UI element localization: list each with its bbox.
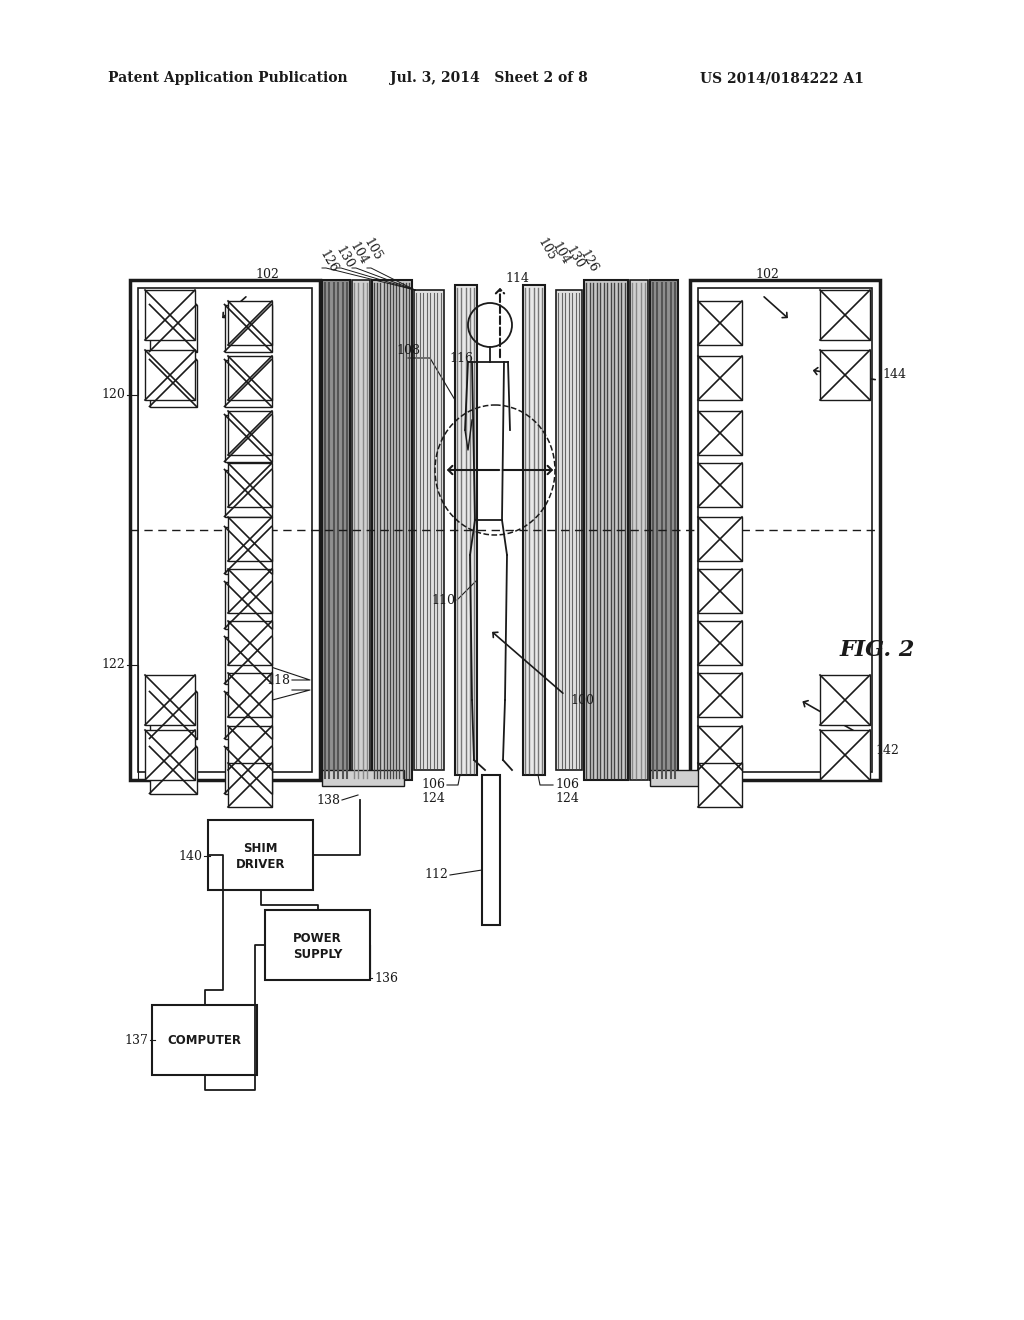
Bar	[228, 411, 272, 455]
Bar	[224, 527, 271, 573]
Bar	[228, 620, 272, 665]
Text: 137: 137	[124, 1034, 148, 1047]
Bar	[228, 673, 272, 717]
Bar	[698, 620, 742, 665]
Bar	[228, 726, 272, 770]
Text: 130: 130	[333, 244, 355, 272]
Bar	[650, 280, 678, 780]
Bar	[414, 290, 444, 770]
Text: 126: 126	[577, 248, 600, 276]
Bar	[820, 350, 870, 400]
Bar	[455, 285, 477, 775]
Bar	[556, 290, 582, 770]
Bar	[138, 288, 312, 772]
Text: FIG. 2: FIG. 2	[840, 639, 915, 661]
Text: SHIM: SHIM	[244, 842, 278, 854]
Bar	[145, 290, 195, 341]
Text: 106: 106	[421, 779, 445, 792]
Bar	[698, 569, 742, 612]
Bar	[228, 763, 272, 807]
Text: 124: 124	[555, 792, 579, 804]
Bar	[698, 301, 742, 345]
Bar	[145, 350, 195, 400]
Text: US 2014/0184222 A1: US 2014/0184222 A1	[700, 71, 864, 84]
Text: 140: 140	[178, 850, 202, 862]
Bar	[228, 356, 272, 400]
Bar	[150, 747, 197, 793]
Bar	[698, 463, 742, 507]
Bar	[820, 675, 870, 725]
Bar	[820, 290, 870, 341]
Text: 102: 102	[755, 268, 779, 281]
Bar	[698, 288, 872, 772]
Text: COMPUTER: COMPUTER	[168, 1034, 242, 1047]
Text: SUPPLY: SUPPLY	[293, 948, 342, 961]
Bar	[152, 1005, 257, 1074]
Text: Jul. 3, 2014   Sheet 2 of 8: Jul. 3, 2014 Sheet 2 of 8	[390, 71, 588, 84]
Text: 118: 118	[266, 673, 290, 686]
Bar	[698, 356, 742, 400]
Bar	[228, 569, 272, 612]
Text: Patent Application Publication: Patent Application Publication	[108, 71, 347, 84]
Text: 116: 116	[449, 351, 473, 364]
Text: 104: 104	[346, 240, 370, 268]
Text: 108: 108	[396, 343, 420, 356]
Text: 105: 105	[535, 236, 558, 264]
Text: 138: 138	[316, 793, 340, 807]
Text: 120: 120	[101, 388, 125, 401]
Bar	[690, 280, 880, 780]
Text: 112: 112	[424, 869, 449, 882]
Bar	[150, 692, 197, 738]
Text: DRIVER: DRIVER	[236, 858, 286, 870]
Bar	[698, 673, 742, 717]
Bar	[322, 280, 350, 780]
Bar	[208, 820, 313, 890]
Text: 104: 104	[549, 240, 571, 268]
Text: POWER: POWER	[293, 932, 342, 945]
Text: 105: 105	[360, 236, 384, 264]
Text: 126: 126	[316, 248, 340, 276]
Bar	[698, 726, 742, 770]
Text: 144: 144	[882, 368, 906, 381]
Bar	[224, 747, 271, 793]
Text: 136: 136	[374, 972, 398, 985]
Bar	[224, 692, 271, 738]
Bar	[265, 909, 370, 979]
Bar	[150, 305, 197, 351]
Text: 106: 106	[555, 779, 579, 792]
Text: 114: 114	[505, 272, 529, 285]
Bar	[228, 301, 272, 345]
Text: 102: 102	[255, 268, 279, 281]
Bar	[224, 414, 271, 462]
Bar	[145, 675, 195, 725]
Text: 100: 100	[570, 693, 594, 706]
Bar	[698, 411, 742, 455]
Bar	[224, 470, 271, 516]
Bar	[322, 770, 404, 785]
Bar	[224, 582, 271, 628]
Bar	[150, 359, 197, 407]
Bar	[224, 636, 271, 684]
Bar	[228, 463, 272, 507]
Bar	[352, 280, 370, 780]
Text: 122: 122	[101, 659, 125, 672]
Bar	[228, 517, 272, 561]
Bar	[820, 730, 870, 780]
Bar	[482, 775, 500, 925]
Text: 124: 124	[421, 792, 445, 804]
Bar	[224, 305, 271, 351]
Bar	[698, 517, 742, 561]
Bar	[630, 280, 648, 780]
Text: 130: 130	[562, 244, 586, 272]
Text: 110: 110	[431, 594, 455, 606]
Bar	[650, 770, 732, 785]
Bar	[224, 359, 271, 407]
Bar	[584, 280, 628, 780]
Text: 142: 142	[874, 743, 899, 756]
Bar	[698, 763, 742, 807]
Bar	[145, 730, 195, 780]
Bar	[523, 285, 545, 775]
Bar	[130, 280, 319, 780]
Bar	[372, 280, 412, 780]
